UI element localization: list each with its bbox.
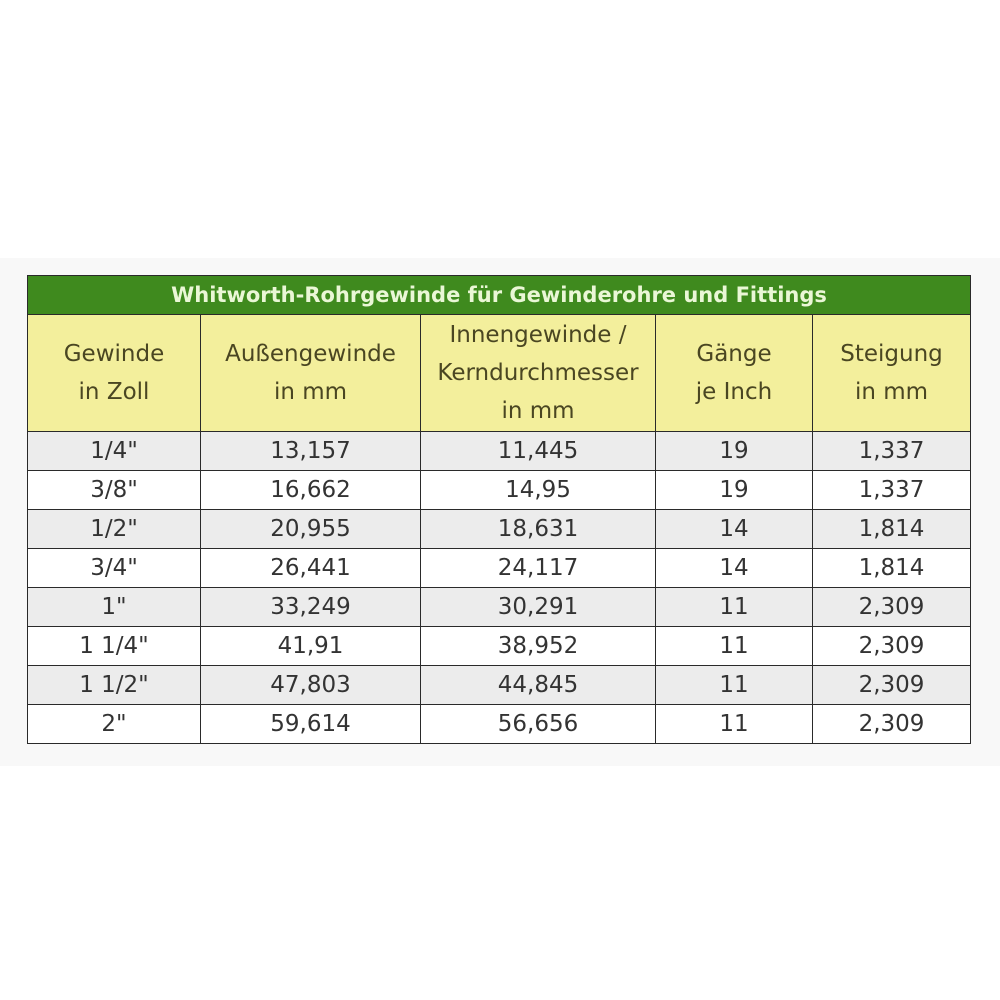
table-cell: 2,309 — [811, 704, 972, 744]
table-cell: 1" — [27, 587, 201, 627]
table-cell: 41,91 — [200, 626, 421, 666]
table-cell: 38,952 — [420, 626, 656, 666]
table-cell: 1,814 — [811, 509, 972, 549]
table-cell: 44,845 — [420, 665, 656, 705]
table-cell: 1,337 — [811, 470, 972, 510]
table-cell: 14 — [655, 548, 813, 588]
column-header: Steigung in mm — [811, 314, 972, 432]
table-row: 2" 59,614 56,656 11 2,309 — [27, 704, 972, 744]
table-row: 1 1/2" 47,803 44,845 11 2,309 — [27, 665, 972, 705]
table-title: Whitworth-Rohrgewinde für Gewinderohre u… — [26, 275, 972, 315]
table-cell: 47,803 — [200, 665, 421, 705]
table-cell: 14,95 — [420, 470, 656, 510]
column-header: Gänge je Inch — [655, 314, 813, 432]
table-cell: 1/2" — [27, 509, 201, 549]
table-row: 1/4" 13,157 11,445 19 1,337 — [27, 431, 972, 471]
table-cell: 1,814 — [811, 548, 972, 588]
table-cell: 59,614 — [200, 704, 421, 744]
table-cell: 13,157 — [200, 431, 421, 471]
table-row: 1" 33,249 30,291 11 2,309 — [27, 587, 972, 627]
table-cell: 1 1/4" — [27, 626, 201, 666]
table-cell: 11 — [655, 704, 813, 744]
thread-table: Whitworth-Rohrgewinde für Gewinderohre u… — [26, 275, 972, 744]
table-cell: 1 1/2" — [27, 665, 201, 705]
table-row: 3/8" 16,662 14,95 19 1,337 — [27, 470, 972, 510]
table-cell: 2,309 — [811, 587, 972, 627]
table-cell: 19 — [655, 431, 813, 471]
table-cell: 30,291 — [420, 587, 656, 627]
table-row: 3/4" 26,441 24,117 14 1,814 — [27, 548, 972, 588]
column-header: Außengewinde in mm — [200, 314, 421, 432]
table-cell: 18,631 — [420, 509, 656, 549]
table-cell: 16,662 — [200, 470, 421, 510]
table-cell: 11 — [655, 626, 813, 666]
table-row: 1 1/4" 41,91 38,952 11 2,309 — [27, 626, 972, 666]
column-header: Gewinde in Zoll — [27, 314, 201, 432]
table-cell: 2,309 — [811, 626, 972, 666]
column-header: Innengewinde / Kerndurchmesser in mm — [420, 314, 656, 432]
table-body: 1/4" 13,157 11,445 19 1,337 3/8" 16,662 14,95 19… — [27, 431, 972, 744]
table-cell: 26,441 — [200, 548, 421, 588]
table-cell: 20,955 — [200, 509, 421, 549]
table-cell: 24,117 — [420, 548, 656, 588]
table-cell: 3/8" — [27, 470, 201, 510]
table-row: 1/2" 20,955 18,631 14 1,814 — [27, 509, 972, 549]
table-cell: 56,656 — [420, 704, 656, 744]
header-row: Gewinde in Zoll Außengewinde in mm Innenge… — [27, 314, 972, 432]
table-cell: 2,309 — [811, 665, 972, 705]
table-cell: 1/4" — [27, 431, 201, 471]
table-cell: 3/4" — [27, 548, 201, 588]
table-cell: 1,337 — [811, 431, 972, 471]
table-cell: 11,445 — [420, 431, 656, 471]
table-cell: 11 — [655, 587, 813, 627]
table-cell: 2" — [27, 704, 201, 744]
table-cell: 11 — [655, 665, 813, 705]
table-cell: 33,249 — [200, 587, 421, 627]
table-cell: 14 — [655, 509, 813, 549]
table-cell: 19 — [655, 470, 813, 510]
